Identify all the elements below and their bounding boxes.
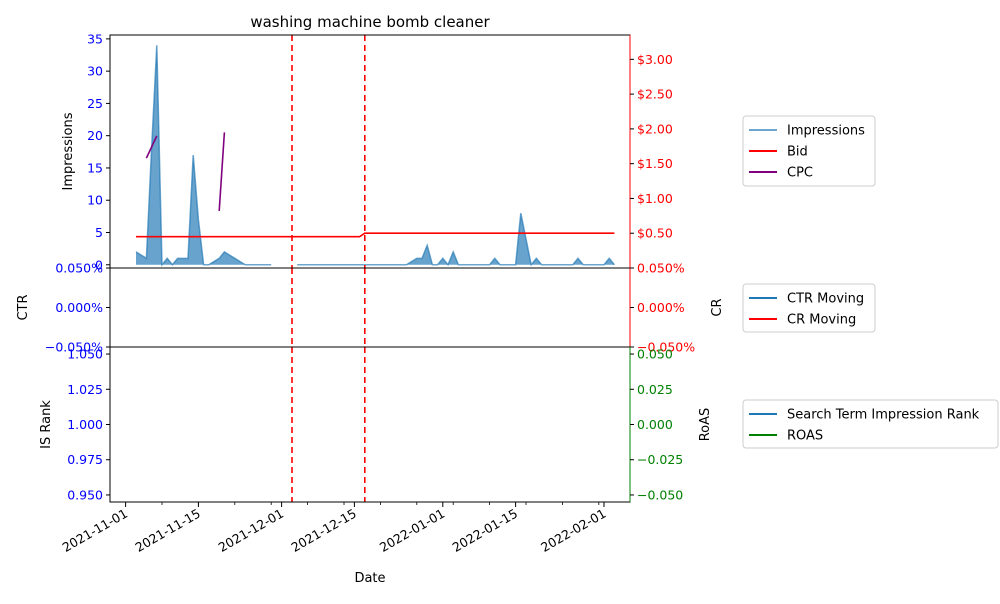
series-impressions-area-0 bbox=[136, 45, 272, 265]
right-tick-label-bottom-3: 0.025 bbox=[637, 382, 673, 397]
chart-title: washing machine bomb cleaner bbox=[250, 13, 490, 31]
right-tick-label-bottom-2: 0.000 bbox=[637, 417, 673, 432]
series-impressions-line-1 bbox=[297, 212, 615, 267]
legend-frame-bottom bbox=[742, 399, 999, 449]
panel-top: 0 5 10 15 20 25 30 35 $0.50 $1.00 $1.50 $2.00 $2.50 $… bbox=[61, 31, 673, 272]
legend-bottom: Search Term Impression Rank ROAS bbox=[742, 399, 999, 449]
panel-frame-middle bbox=[109, 267, 631, 348]
left-tick-label-bottom-2: 1.000 bbox=[67, 417, 103, 432]
left-axis-label-bottom: IS Rank bbox=[39, 400, 54, 449]
series-impressions-line-0 bbox=[135, 45, 272, 267]
right-tick-label-top-1: $1.00 bbox=[637, 191, 673, 206]
x-tick-label-6: 2022-02-01 bbox=[538, 506, 608, 555]
left-tick-label-top-4: 20 bbox=[87, 128, 103, 143]
left-tick-label-bottom-1: 0.975 bbox=[67, 452, 103, 467]
left-tick-label-top-3: 15 bbox=[87, 160, 103, 175]
left-tick-label-middle-0: −0.050% bbox=[45, 340, 103, 355]
series-bid-line-0 bbox=[136, 232, 615, 238]
right-tick-label-top-0: $0.50 bbox=[637, 226, 673, 241]
right-tick-label-middle-0: −0.050% bbox=[637, 340, 695, 355]
legend-top: Impressions Bid CPC bbox=[742, 115, 876, 187]
left-tick-label-top-2: 10 bbox=[87, 193, 103, 208]
left-tick-label-middle-2: 0.050% bbox=[55, 261, 103, 276]
left-tick-label-top-1: 5 bbox=[95, 225, 103, 240]
right-tick-label-top-4: $2.50 bbox=[637, 87, 673, 102]
left-tick-label-bottom-0: 0.950 bbox=[67, 487, 103, 502]
legend-label-cr-moving: CR Moving bbox=[787, 313, 856, 328]
x-tick-label-1: 2021-11-15 bbox=[132, 506, 202, 555]
x-tick-label-2: 2021-12-01 bbox=[216, 506, 286, 555]
legend-label-roas: ROAS bbox=[787, 429, 823, 444]
panel-frame-bottom bbox=[109, 346, 631, 503]
left-tick-label-bottom-4: 1.050 bbox=[67, 347, 103, 362]
left-tick-label-top-5: 25 bbox=[87, 96, 103, 111]
legend-label-search-term-impression-rank: Search Term Impression Rank bbox=[787, 408, 980, 423]
x-axis-label: Date bbox=[354, 571, 385, 586]
left-tick-label-middle-1: 0.000% bbox=[55, 300, 103, 315]
left-tick-label-top-7: 35 bbox=[87, 31, 103, 46]
right-tick-label-top-3: $2.00 bbox=[637, 121, 673, 136]
legend-frame-top bbox=[742, 115, 876, 187]
x-tick-label-0: 2021-11-01 bbox=[60, 506, 130, 555]
legend-label-bid: Bid bbox=[787, 145, 808, 160]
panel-bottom: 0.950 0.975 1.000 1.025 1.050 −0.050 −0.025 0.0… bbox=[39, 346, 713, 503]
x-axis: 2021-11-01 2021-11-15 2021-12-01 2021-12-15… bbox=[60, 502, 609, 555]
x-tick-label-3: 2021-12-15 bbox=[288, 506, 358, 555]
right-tick-label-middle-2: 0.050% bbox=[637, 261, 685, 276]
right-tick-label-bottom-0: −0.050 bbox=[637, 487, 683, 502]
right-tick-label-middle-1: 0.000% bbox=[637, 300, 685, 315]
right-axis-label-middle: CR bbox=[710, 298, 725, 316]
panels-layer: 0 5 10 15 20 25 30 35 $0.50 $1.00 $1.50 $2.00 $2.50 $… bbox=[16, 31, 725, 555]
series-cpc-line-0 bbox=[145, 135, 158, 159]
right-axis-label-bottom: RoAS bbox=[698, 408, 713, 442]
left-tick-label-top-6: 30 bbox=[87, 64, 103, 79]
right-tick-label-bottom-1: −0.025 bbox=[637, 452, 683, 467]
left-axis-label-middle: CTR bbox=[16, 294, 31, 320]
right-tick-label-top-5: $3.00 bbox=[637, 52, 673, 67]
legend-label-ctr-moving: CTR Moving bbox=[787, 292, 864, 307]
legends-layer: Impressions Bid CPC CTR Moving CR Moving Sear… bbox=[742, 115, 999, 449]
right-tick-label-bottom-4: 0.050 bbox=[637, 347, 673, 362]
left-tick-label-bottom-3: 1.025 bbox=[67, 382, 103, 397]
right-tick-label-top-2: $1.50 bbox=[637, 156, 673, 171]
legend-label-impressions: Impressions bbox=[787, 124, 865, 139]
panel-middle: −0.050% 0.000% 0.050% −0.050% 0.000% 0.050% CT… bbox=[16, 261, 725, 355]
legend-middle: CTR Moving CR Moving bbox=[742, 283, 876, 333]
left-axis-label-top: Impressions bbox=[61, 112, 76, 190]
x-tick-label-4: 2022-01-01 bbox=[377, 506, 447, 555]
x-tick-label-5: 2022-01-15 bbox=[450, 506, 520, 555]
series-cpc-line-1 bbox=[218, 132, 226, 212]
left-tick-label-top-0: 0 bbox=[95, 257, 103, 272]
legend-label-cpc: CPC bbox=[787, 166, 813, 181]
